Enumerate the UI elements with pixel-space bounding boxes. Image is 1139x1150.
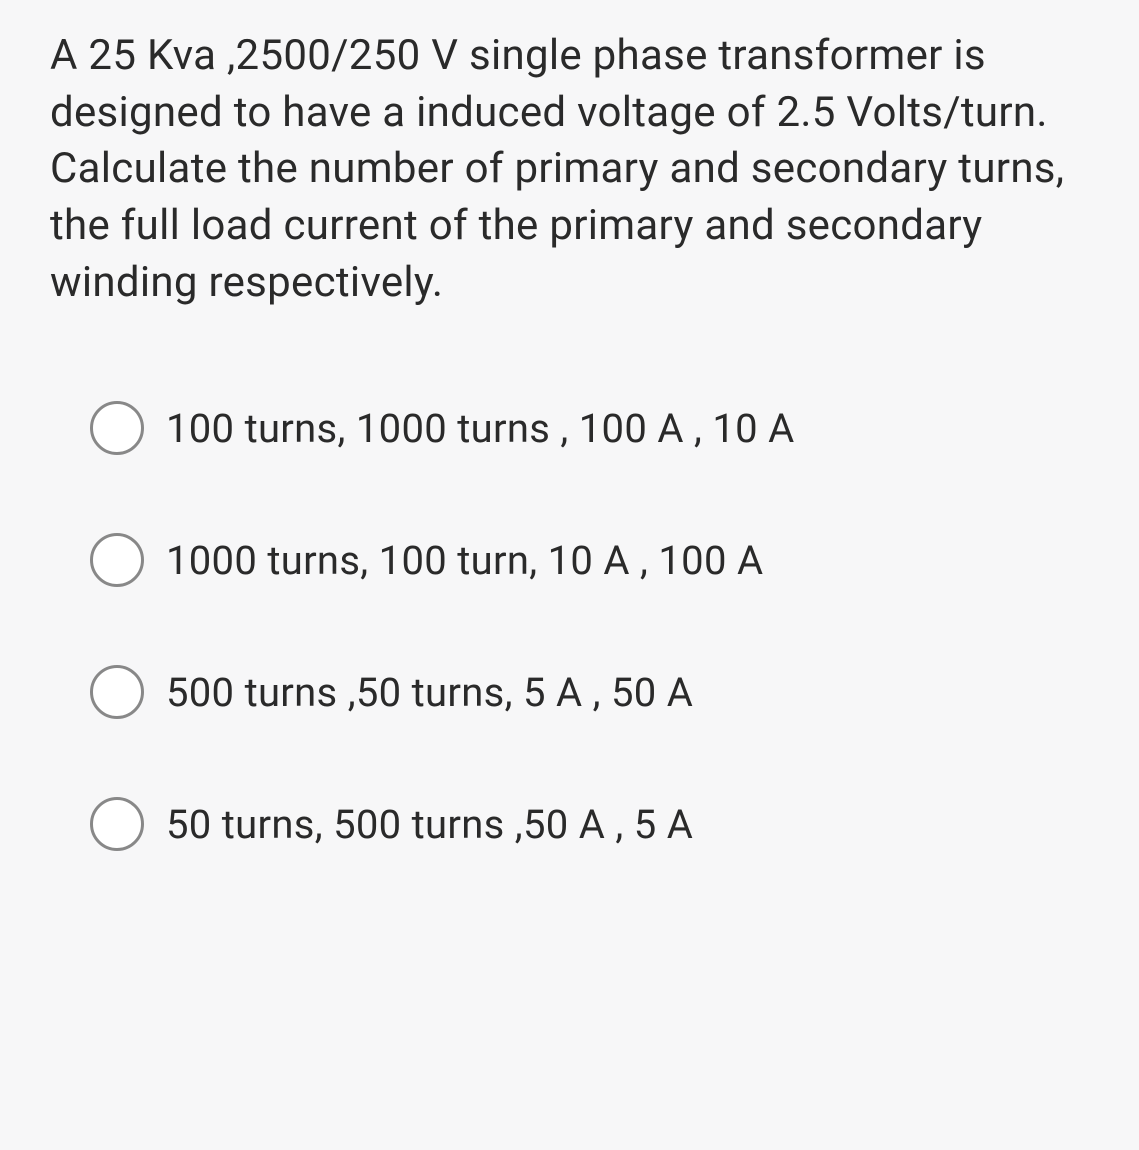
option-4[interactable]: 50 turns, 500 turns ,50 A , 5 A <box>90 797 1099 851</box>
radio-icon[interactable] <box>90 797 144 851</box>
option-label: 100 turns, 1000 turns , 100 A , 10 A <box>166 405 795 452</box>
option-label: 500 turns ,50 turns, 5 A , 50 A <box>166 669 693 716</box>
option-3[interactable]: 500 turns ,50 turns, 5 A , 50 A <box>90 665 1099 719</box>
option-label: 1000 turns, 100 turn, 10 A , 100 A <box>166 537 763 584</box>
radio-icon[interactable] <box>90 533 144 587</box>
radio-icon[interactable] <box>90 401 144 455</box>
radio-icon[interactable] <box>90 665 144 719</box>
option-1[interactable]: 100 turns, 1000 turns , 100 A , 10 A <box>90 401 1099 455</box>
option-label: 50 turns, 500 turns ,50 A , 5 A <box>166 801 693 848</box>
option-2[interactable]: 1000 turns, 100 turn, 10 A , 100 A <box>90 533 1099 587</box>
question-text: A 25 Kva ,2500/250 V single phase transf… <box>50 28 1099 311</box>
options-container: 100 turns, 1000 turns , 100 A , 10 A 100… <box>50 401 1099 851</box>
